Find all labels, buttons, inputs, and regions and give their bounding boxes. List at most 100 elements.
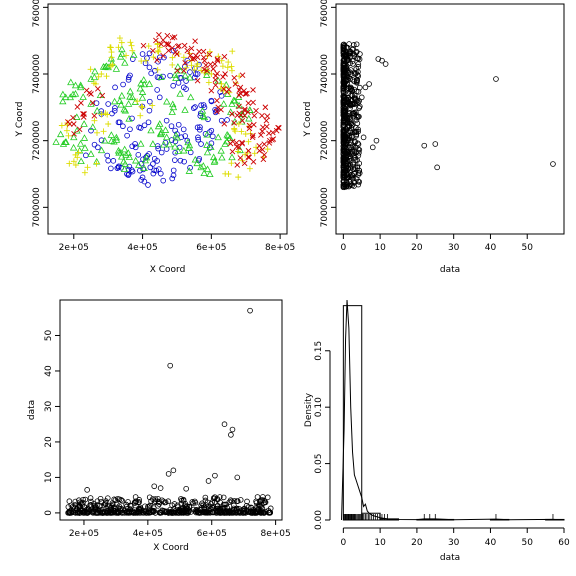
circle-point (342, 105, 349, 112)
cross-point (154, 57, 160, 63)
triangle-point (245, 114, 253, 122)
cross-point (156, 32, 162, 38)
circle-point (355, 61, 362, 67)
circle-point (353, 70, 359, 76)
x-tick-label: 30 (448, 538, 460, 548)
circle-point (167, 72, 173, 79)
circle-point (205, 478, 212, 484)
circle-point (124, 132, 130, 139)
circle-point (198, 141, 204, 147)
triangle-point (132, 156, 140, 164)
circle-point (108, 504, 114, 511)
plus-point (95, 73, 102, 80)
x-tick-label: 10 (374, 538, 386, 548)
circle-point (217, 499, 224, 506)
triangle-point (231, 96, 239, 104)
circle-point (261, 510, 267, 516)
circle-point (211, 499, 218, 505)
triangle-point (203, 165, 212, 173)
circle-point (237, 497, 244, 503)
cross-point (261, 152, 268, 158)
circle-point (104, 495, 111, 501)
circle-point (182, 63, 188, 70)
cross-point (236, 92, 242, 99)
circle-point (175, 504, 181, 510)
circle-point (200, 502, 207, 508)
circle-point (354, 165, 361, 171)
cross-point (260, 156, 267, 163)
cross-point (91, 112, 98, 119)
circle-point (132, 510, 139, 516)
circle-point (138, 160, 145, 167)
circle-point (170, 467, 177, 474)
circle-point (147, 164, 154, 171)
circle-point (264, 494, 271, 501)
circle-point (348, 181, 355, 187)
circle-point (355, 172, 361, 178)
circle-point (150, 161, 156, 167)
plus-point (63, 127, 70, 134)
triangle-point (157, 128, 166, 136)
circle-point (105, 157, 111, 164)
circle-point (355, 152, 362, 159)
circle-point (170, 509, 176, 516)
triangle-point (186, 73, 194, 81)
circle-point (261, 497, 267, 504)
triangle-point (187, 93, 195, 101)
circle-point (142, 60, 149, 67)
x-tick-label: 0 (340, 538, 346, 548)
cross-point (192, 38, 198, 45)
plus-point (128, 42, 135, 49)
plus-point (154, 40, 161, 47)
circle-point (170, 47, 177, 54)
circle-point (109, 110, 115, 117)
y-axis-label: data (27, 400, 37, 420)
circle-point (146, 107, 153, 114)
circle-point (245, 509, 252, 516)
circle-point (220, 494, 227, 501)
x-tick-label: 2e+05 (69, 529, 99, 539)
triangle-point (200, 113, 209, 121)
x-tick-label: 2e+05 (59, 243, 89, 253)
circle-point (118, 508, 124, 514)
circle-point (349, 76, 356, 83)
circle-point (366, 81, 372, 87)
cross-point (245, 147, 252, 154)
circle-point (350, 61, 356, 67)
circle-point (132, 141, 138, 147)
circle-point (341, 118, 347, 124)
circle-point (200, 102, 207, 108)
triangle-point (203, 148, 212, 156)
circle-point (247, 307, 253, 314)
circle-point (144, 153, 151, 159)
cross-point (259, 128, 266, 135)
circle-point (138, 177, 144, 183)
triangle-point (121, 106, 130, 114)
cross-point (201, 66, 207, 73)
cross-point (150, 47, 156, 54)
triangle-point (125, 114, 133, 122)
triangle-point (246, 106, 254, 114)
circle-point (355, 88, 362, 95)
plus-point (155, 48, 162, 55)
triangle-point (200, 169, 208, 177)
cross-point (236, 110, 243, 117)
cross-point (71, 131, 77, 137)
circle-point (228, 432, 234, 438)
cross-point (172, 49, 179, 56)
circle-point (123, 501, 129, 508)
plus-point (205, 79, 212, 86)
plus-point (127, 39, 134, 46)
density-curve (341, 299, 565, 521)
circle-point (128, 167, 135, 173)
triangle-point (87, 75, 95, 82)
cross-point (174, 43, 181, 50)
circle-point (341, 184, 347, 191)
triangle-point (75, 146, 84, 154)
plus-point (235, 174, 242, 181)
plus-point (154, 66, 161, 73)
circle-point (347, 69, 353, 75)
x-tick-label: 8e+05 (265, 243, 295, 253)
circle-point (343, 150, 349, 157)
circle-point (91, 141, 98, 148)
